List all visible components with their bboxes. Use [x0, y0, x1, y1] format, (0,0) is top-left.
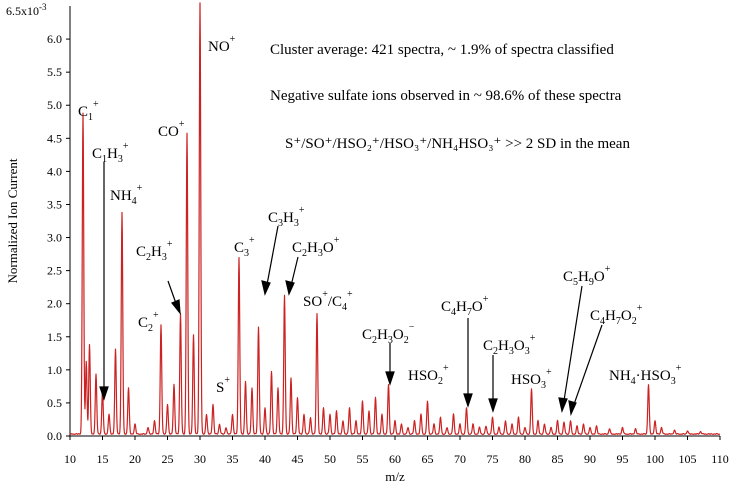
- x-tick-label: 45: [292, 452, 304, 466]
- y-tick-label: 2.0: [47, 297, 62, 311]
- y-tick-label: 5.5: [47, 65, 62, 79]
- x-tick-label: 25: [162, 452, 174, 466]
- arrow-c4h7o2: [571, 324, 603, 411]
- y-top-mantissa: 6.5x10: [6, 4, 39, 18]
- arrowhead-c1h3: [99, 386, 109, 401]
- annotation-significance: S⁺/SO⁺/HSO₂⁺/HSO₃⁺/NH₄HSO₃⁺ >> 2 SD in t…: [285, 136, 630, 152]
- x-tick-label: 110: [711, 452, 729, 466]
- ion-label-c1h3: C1H3+: [92, 141, 129, 165]
- x-tick-label: 15: [97, 452, 109, 466]
- ion-label-hso3: HSO3+: [511, 367, 552, 391]
- x-tick-label: 65: [422, 452, 434, 466]
- ion-label-c2: C2+: [138, 310, 159, 334]
- ion-label-c4h7o2: C4H7O2+: [590, 303, 643, 327]
- x-tick-label: 75: [487, 452, 499, 466]
- y-axis-title: Normalized Ion Current: [5, 158, 20, 283]
- x-tick-label: 90: [584, 452, 596, 466]
- x-tick-label: 80: [519, 452, 531, 466]
- arrowhead-c2h3: [171, 299, 181, 315]
- y-tick-label: 3.5: [47, 197, 62, 211]
- ion-label-c5h9o: C5H9O+: [563, 264, 611, 288]
- arrowhead-c4h7o: [463, 393, 473, 408]
- x-tick-label: 105: [679, 452, 697, 466]
- x-tick-label: 70: [454, 452, 466, 466]
- x-tick-label: 85: [552, 452, 564, 466]
- ion-label-c2h3o2: C2H3O2−: [362, 322, 415, 346]
- y-tick-label: 1.5: [47, 330, 62, 344]
- arrowhead-c2h3o3: [488, 398, 498, 413]
- y-tick-label: 0.0: [47, 429, 62, 443]
- ion-label-c2h3o3: C2H3O3+: [483, 333, 536, 357]
- y-tick-label: 1.0: [47, 363, 62, 377]
- spectrum-line: [69, 2, 721, 435]
- y-top-exponent: -3: [39, 2, 47, 12]
- ion-label-c3h3: C3H3+: [268, 205, 305, 229]
- ion-label-co: CO+: [158, 119, 185, 140]
- arrow-c3h3: [265, 225, 279, 291]
- arrowhead-c2h3o2: [385, 371, 395, 386]
- x-tick-label: 20: [129, 452, 141, 466]
- x-tick-label: 10: [64, 452, 76, 466]
- y-tick-label: 4.5: [47, 131, 62, 145]
- ion-label-no: NO+: [208, 34, 236, 55]
- arrowhead-c5h9o: [558, 397, 568, 413]
- arrow-c5h9o: [562, 285, 583, 408]
- ion-label-group: C1+ C1H3+ NH4+ C2+ C2H3+ CO+ NO+ S+ C3+ C3H3+ C2H3…: [78, 34, 682, 396]
- x-tick-label: 100: [646, 452, 664, 466]
- x-tick-label: 40: [259, 452, 271, 466]
- x-tick-label: 60: [389, 452, 401, 466]
- y-tick-label: 0.5: [47, 396, 62, 410]
- y-tick-group: 0.0 0.5 1.0 1.5 2.0 2.5 3.0 3.5 4.0 4.5 5.0 5.5 6.0: [47, 32, 70, 443]
- y-tick-label: 5.0: [47, 98, 62, 112]
- x-tick-label: 55: [357, 452, 369, 466]
- x-tick-label: 35: [227, 452, 239, 466]
- y-top-tick-label: 6.5x10-3: [6, 2, 47, 18]
- x-tick-group: 10 15 20 25 30 35 40 45 50 55 60 65 70 75 80 85 90 95 100 1…: [64, 436, 729, 466]
- ion-label-nh4: NH4+: [110, 183, 143, 207]
- x-axis-title: m/z: [385, 469, 405, 484]
- y-tick-label: 4.0: [47, 164, 62, 178]
- ion-label-c2h3: C2H3+: [136, 239, 173, 263]
- arrowhead-c2h3o: [285, 280, 295, 296]
- y-tick-label: 3.0: [47, 231, 62, 245]
- y-tick-label: 6.0: [47, 32, 62, 46]
- ion-label-c1: C1+: [78, 99, 99, 123]
- ion-label-s: S+: [216, 375, 230, 396]
- ion-label-c4h7o: C4H7O+: [441, 294, 489, 318]
- ion-label-c2h3o: C2H3O+: [292, 235, 340, 259]
- y-tick-label: 2.5: [47, 264, 62, 278]
- annotation-sulfate-ions: Negative sulfate ions observed in ~ 98.6…: [270, 88, 622, 104]
- label-arrows: [99, 162, 603, 417]
- x-tick-label: 95: [617, 452, 629, 466]
- ion-label-c3: C3+: [234, 235, 255, 259]
- ion-label-so_c4: SO+/C4+: [303, 289, 353, 313]
- arrowhead-c3h3: [261, 280, 271, 296]
- x-tick-label: 50: [324, 452, 336, 466]
- arrowhead-c4h7o2: [568, 400, 577, 417]
- plot-area: 10 15 20 25 30 35 40 45 50 55 60 65 70 75 80 85 90 95 100 1…: [47, 2, 729, 466]
- x-tick-label: 30: [194, 452, 206, 466]
- ion-label-hso2: HSO2+: [408, 363, 449, 387]
- annotation-cluster-average: Cluster average: 421 spectra, ~ 1.9% of …: [270, 42, 614, 58]
- ion-label-nh4hso3: NH4·HSO3+: [609, 363, 682, 387]
